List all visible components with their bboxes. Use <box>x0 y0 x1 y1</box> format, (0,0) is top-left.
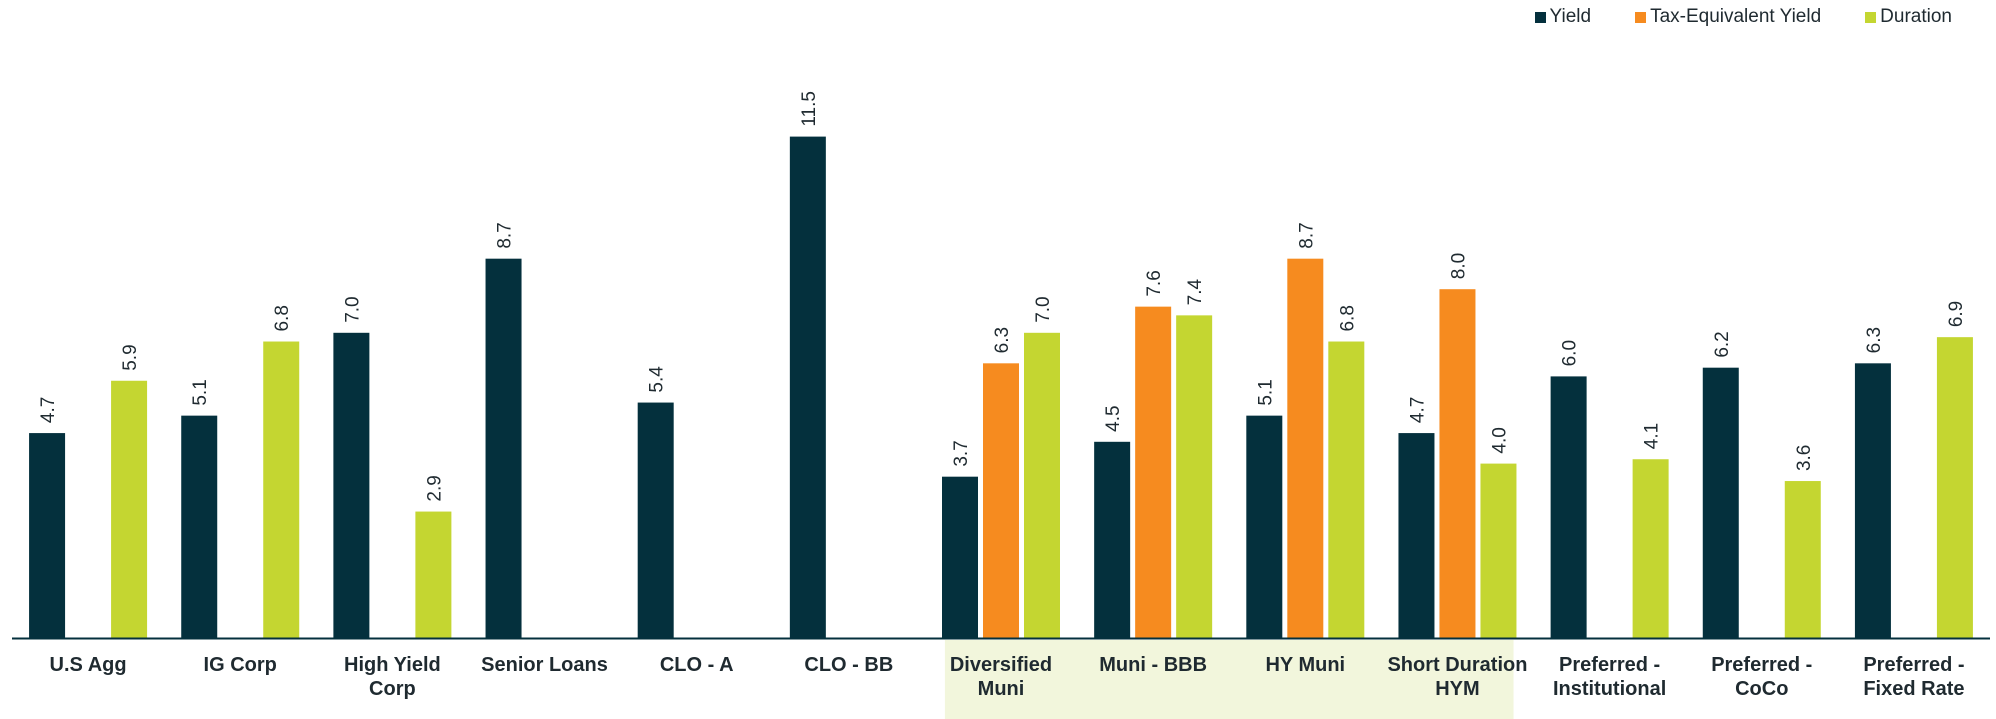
value-label-yield-clo-a: 5.4 <box>647 366 668 393</box>
value-label-duration-u-s-agg: 5.9 <box>120 344 141 370</box>
value-label-tax-equivalent-yield-diversified-muni: 6.3 <box>992 327 1013 353</box>
value-label-yield-preferred-coco: 6.2 <box>1712 331 1733 357</box>
value-label-tax-equivalent-yield-hy-muni: 8.7 <box>1296 222 1317 248</box>
value-label-duration-diversified-muni: 7.0 <box>1033 296 1054 322</box>
bar-yield-hy-muni <box>1246 415 1283 638</box>
bar-tax-equivalent-yield-diversified-muni <box>983 363 1019 638</box>
value-label-yield-preferred-fixed-rate: 6.3 <box>1864 327 1885 353</box>
chart-legend: Yield Tax-Equivalent Yield Duration <box>1491 6 1952 28</box>
legend-swatch-tax-equivalent-yield <box>1635 11 1647 23</box>
highlight-band <box>944 640 1514 719</box>
value-label-tax-equivalent-yield-short-duration-hym: 8.0 <box>1448 253 1469 279</box>
value-label-yield-high-yield-corp: 7.0 <box>342 296 363 322</box>
legend-swatch-yield <box>1534 11 1546 23</box>
category-label-preferred-fixed-rate-line-2: Fixed Rate <box>1863 678 1964 700</box>
bar-yield-clo-a <box>637 402 674 638</box>
category-label-short-duration-hym-line-2: HYM <box>1435 678 1479 700</box>
bar-duration-short-duration-hym <box>1480 463 1517 638</box>
value-label-yield-ig-corp: 5.1 <box>190 379 211 405</box>
legend-item-tax-equivalent-yield: Tax-Equivalent Yield <box>1635 6 1821 28</box>
bar-duration-hy-muni <box>1328 341 1365 638</box>
category-label-clo-bb: CLO - BB <box>804 654 893 676</box>
value-label-yield-preferred-institutional: 6.0 <box>1560 340 1581 366</box>
value-label-tax-equivalent-yield-muni-bbb: 7.6 <box>1144 270 1165 296</box>
category-label-high-yield-corp-line-2: Corp <box>369 678 416 700</box>
category-label-muni-bbb: Muni - BBB <box>1099 654 1207 676</box>
value-label-duration-hy-muni: 6.8 <box>1337 305 1358 331</box>
value-label-yield-diversified-muni: 3.7 <box>951 440 972 466</box>
value-label-duration-high-yield-corp: 2.9 <box>424 475 445 501</box>
bar-duration-diversified-muni <box>1024 332 1060 638</box>
bar-yield-diversified-muni <box>942 476 978 638</box>
category-label-preferred-institutional-line-2: Institutional <box>1553 678 1666 700</box>
bar-yield-preferred-fixed-rate <box>1854 363 1891 638</box>
bar-duration-u-s-agg <box>111 380 148 638</box>
category-label-diversified-muni-line-2: Muni <box>978 678 1025 700</box>
legend-item-duration: Duration <box>1865 6 1952 28</box>
bar-yield-muni-bbb <box>1094 441 1131 638</box>
legend-label-yield: Yield <box>1549 6 1592 27</box>
bar-tax-equivalent-yield-short-duration-hym <box>1439 289 1476 638</box>
bar-duration-muni-bbb <box>1176 315 1213 638</box>
bar-tax-equivalent-yield-hy-muni <box>1287 258 1324 638</box>
bar-duration-preferred-fixed-rate <box>1936 337 1973 638</box>
value-label-yield-clo-bb: 11.5 <box>799 91 820 127</box>
value-label-yield-muni-bbb: 4.5 <box>1103 405 1124 431</box>
category-label-senior-loans: Senior Loans <box>481 654 608 676</box>
category-label-diversified-muni-line-1: Diversified <box>950 654 1052 676</box>
bar-yield-ig-corp <box>181 415 218 638</box>
category-label-preferred-institutional-line-1: Preferred - <box>1559 654 1660 676</box>
category-label-preferred-coco-line-1: Preferred - <box>1711 654 1812 676</box>
bar-duration-high-yield-corp <box>415 511 452 638</box>
legend-item-yield: Yield <box>1534 6 1592 28</box>
category-label-ig-corp: IG Corp <box>204 654 277 676</box>
category-label-high-yield-corp-line-1: High Yield <box>344 654 441 676</box>
value-label-duration-short-duration-hym: 4.0 <box>1489 427 1510 453</box>
value-label-yield-u-s-agg: 4.7 <box>38 397 59 423</box>
legend-label-duration: Duration <box>1880 6 1952 27</box>
category-label-preferred-fixed-rate-line-1: Preferred - <box>1863 654 1964 676</box>
bar-yield-high-yield-corp <box>333 332 370 638</box>
category-label-clo-a: CLO - A <box>660 654 734 676</box>
category-label-hy-muni: HY Muni <box>1265 654 1345 676</box>
bar-duration-preferred-institutional <box>1632 459 1669 638</box>
value-label-duration-preferred-coco: 3.6 <box>1794 445 1815 471</box>
bar-yield-short-duration-hym <box>1398 433 1435 638</box>
value-label-duration-preferred-institutional: 4.1 <box>1642 423 1663 449</box>
category-label-short-duration-hym-line-1: Short Duration <box>1387 654 1527 676</box>
legend-label-tax-equivalent-yield: Tax-Equivalent Yield <box>1650 6 1822 27</box>
value-label-yield-short-duration-hym: 4.7 <box>1407 397 1428 423</box>
bar-duration-preferred-coco <box>1784 481 1821 638</box>
legend-swatch-duration <box>1865 11 1877 23</box>
bar-yield-senior-loans <box>485 258 522 638</box>
bar-yield-u-s-agg <box>29 433 66 638</box>
value-label-duration-preferred-fixed-rate: 6.9 <box>1946 301 1967 327</box>
bar-yield-preferred-coco <box>1702 367 1739 638</box>
category-label-u-s-agg: U.S Agg <box>50 654 127 676</box>
value-label-duration-muni-bbb: 7.4 <box>1185 279 1206 306</box>
bar-tax-equivalent-yield-muni-bbb <box>1135 306 1172 638</box>
value-label-yield-hy-muni: 5.1 <box>1255 379 1276 405</box>
bar-yield-clo-bb <box>789 136 826 638</box>
category-label-preferred-coco-line-2: CoCo <box>1735 678 1788 700</box>
bar-yield-preferred-institutional <box>1550 376 1587 638</box>
value-label-yield-senior-loans: 8.7 <box>495 222 516 248</box>
value-label-duration-ig-corp: 6.8 <box>272 305 293 331</box>
bar-duration-ig-corp <box>263 341 300 638</box>
